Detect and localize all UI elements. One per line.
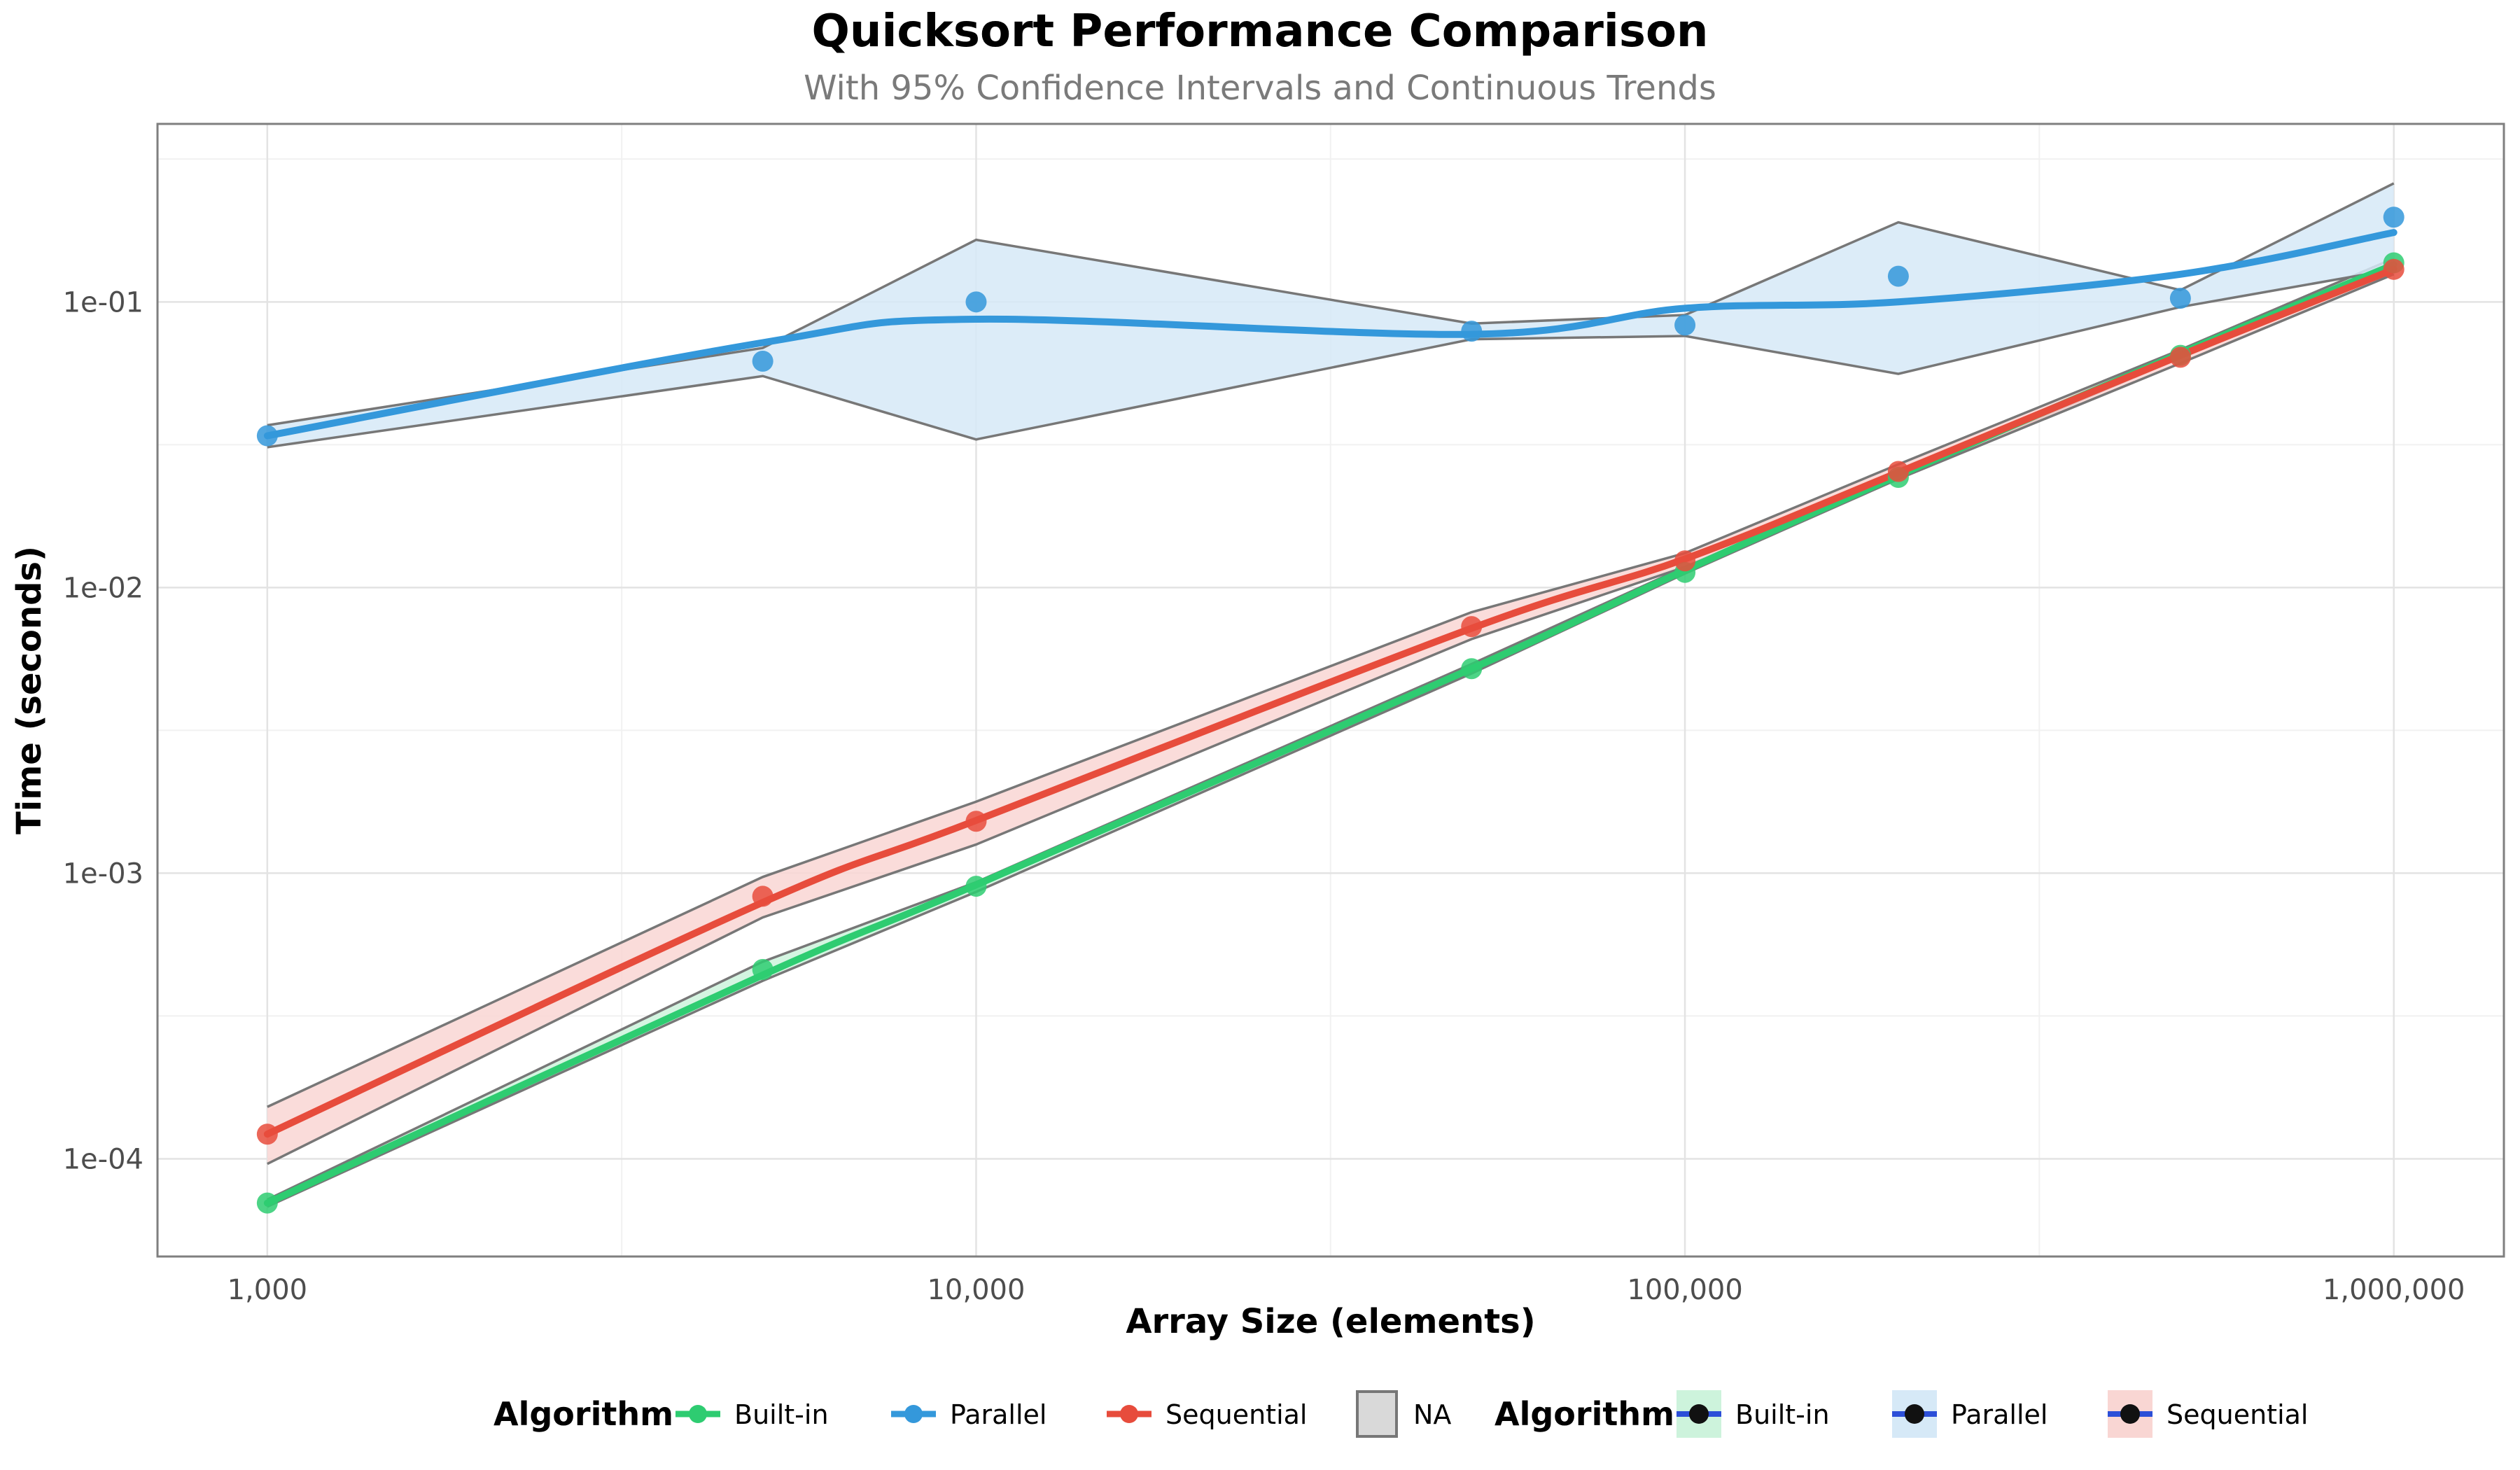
y-tick-label: 1e-03 bbox=[63, 858, 144, 890]
data-point-parallel bbox=[256, 425, 278, 447]
chart-subtitle: With 95% Confidence Intervals and Contin… bbox=[804, 69, 1716, 108]
data-point-layer bbox=[256, 206, 2404, 1214]
legend-key-point bbox=[1689, 1404, 1709, 1424]
legend-key-point bbox=[689, 1405, 707, 1423]
axis-layer: 1,000 10,000 100,000 1,000,000 1e-04 1e-03 1e-… bbox=[10, 286, 2465, 1341]
legend-label: Built-in bbox=[1735, 1399, 1830, 1430]
x-tick-label: 100,000 bbox=[1627, 1274, 1742, 1306]
data-point-sequential bbox=[965, 811, 987, 832]
y-axis-title: Time (seconds) bbox=[10, 546, 49, 834]
data-point-built-in bbox=[1461, 658, 1483, 680]
legend-key-point bbox=[1120, 1405, 1138, 1423]
legend-layer: Algorithm Built-in Parallel Sequential NA Alg… bbox=[493, 1390, 2308, 1438]
data-point-built-in bbox=[965, 876, 987, 897]
data-point-sequential bbox=[752, 886, 774, 907]
legend-label: Built-in bbox=[734, 1399, 829, 1430]
data-point-parallel bbox=[1887, 265, 1909, 287]
x-tick-label: 1,000,000 bbox=[2323, 1274, 2465, 1306]
legend-key-point bbox=[2120, 1404, 2140, 1424]
legend-key-fill bbox=[1356, 1390, 1398, 1438]
legend-key-point bbox=[1905, 1404, 1924, 1424]
chart-title: Quicksort Performance Comparison bbox=[811, 6, 1709, 57]
data-point-sequential bbox=[1461, 616, 1483, 638]
x-tick-label: 1,000 bbox=[227, 1274, 308, 1306]
data-point-sequential bbox=[2169, 346, 2191, 368]
data-point-sequential bbox=[2383, 258, 2404, 280]
plot-frame-layer bbox=[156, 122, 2505, 1258]
legend-title: Algorithm bbox=[1494, 1395, 1674, 1433]
y-tick-label: 1e-04 bbox=[63, 1143, 144, 1175]
data-point-parallel bbox=[1461, 321, 1483, 342]
data-point-sequential bbox=[1887, 461, 1909, 482]
data-point-built-in bbox=[752, 959, 774, 981]
legend-key-point bbox=[904, 1405, 923, 1423]
ci-lower-edge-sequential bbox=[267, 273, 2395, 1166]
legend-label: Sequential bbox=[1166, 1399, 1307, 1430]
data-point-sequential bbox=[256, 1124, 278, 1145]
x-tick-label: 10,000 bbox=[927, 1274, 1025, 1306]
data-point-parallel bbox=[2169, 288, 2191, 309]
legend-label: NA bbox=[1413, 1399, 1451, 1430]
data-point-parallel bbox=[752, 351, 774, 372]
legend-label: Parallel bbox=[1951, 1399, 2047, 1430]
legend-title: Algorithm bbox=[493, 1395, 673, 1433]
data-point-sequential bbox=[1674, 550, 1696, 572]
data-point-parallel bbox=[965, 291, 987, 313]
data-point-built-in bbox=[256, 1192, 278, 1214]
x-axis-title: Array Size (elements) bbox=[1126, 1302, 1535, 1341]
y-tick-label: 1e-02 bbox=[63, 572, 144, 604]
plot-border bbox=[156, 122, 2505, 1258]
data-point-parallel bbox=[2383, 206, 2404, 228]
legend-label: Sequential bbox=[2166, 1399, 2308, 1430]
grid-layer bbox=[158, 124, 2504, 1256]
ci-lower-edge-parallel bbox=[267, 268, 2395, 449]
ci-band-parallel bbox=[267, 183, 2394, 447]
y-tick-label: 1e-01 bbox=[63, 286, 144, 318]
data-point-parallel bbox=[1674, 314, 1696, 336]
legend-label: Parallel bbox=[950, 1399, 1046, 1430]
ci-upper-edge-sequential bbox=[267, 262, 2395, 1108]
